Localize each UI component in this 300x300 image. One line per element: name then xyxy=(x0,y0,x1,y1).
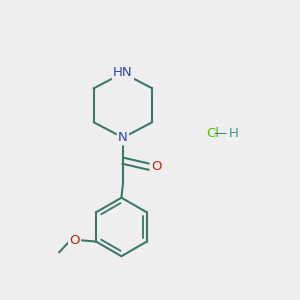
Text: H: H xyxy=(229,127,239,140)
Text: O: O xyxy=(151,160,161,173)
Text: O: O xyxy=(69,233,80,247)
Text: HN: HN xyxy=(113,67,133,80)
Text: Cl: Cl xyxy=(206,127,219,140)
Text: —: — xyxy=(213,127,226,140)
Text: N: N xyxy=(118,131,128,144)
